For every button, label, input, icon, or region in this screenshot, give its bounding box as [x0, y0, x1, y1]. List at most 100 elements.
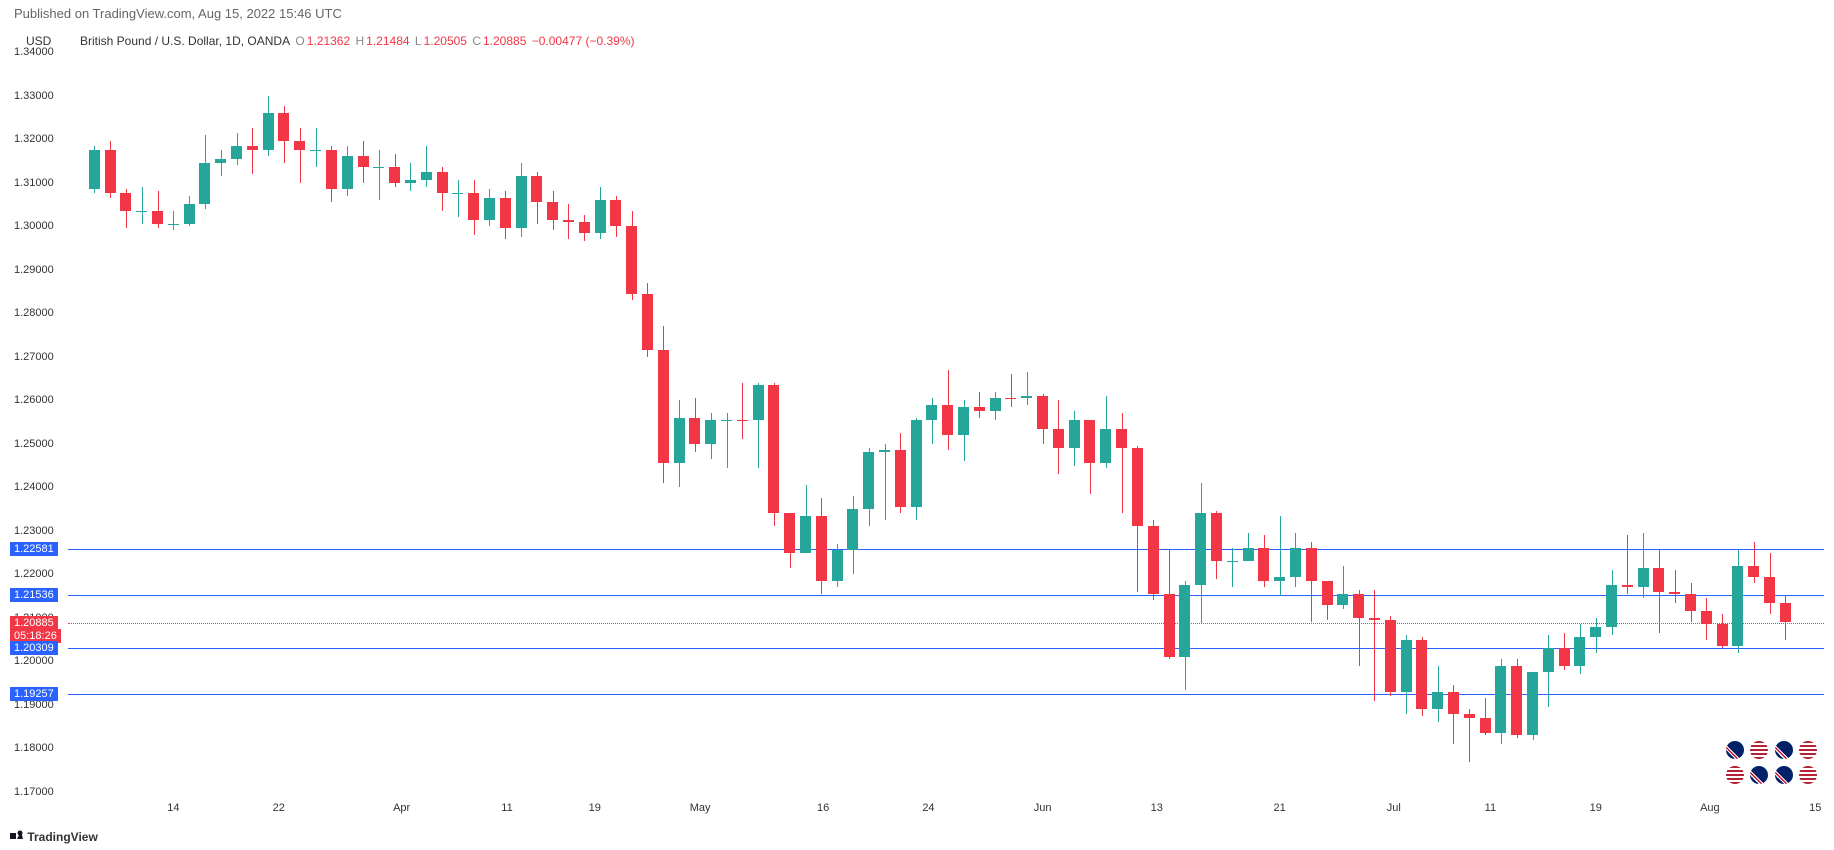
candle-body[interactable] — [1669, 592, 1680, 594]
candle-body[interactable] — [942, 405, 953, 435]
candle-body[interactable] — [1480, 718, 1491, 733]
candle-body[interactable] — [674, 418, 685, 464]
candle-body[interactable] — [484, 198, 495, 220]
candle-body[interactable] — [737, 420, 748, 421]
candle-body[interactable] — [120, 193, 131, 210]
candle-body[interactable] — [199, 163, 210, 204]
candle-body[interactable] — [990, 398, 1001, 411]
horizontal-price-line[interactable] — [68, 595, 1824, 596]
candle-body[interactable] — [1258, 548, 1269, 581]
candle-body[interactable] — [879, 450, 890, 452]
candle-body[interactable] — [721, 420, 732, 421]
candle-body[interactable] — [1590, 627, 1601, 638]
candle-body[interactable] — [452, 193, 463, 194]
candle-body[interactable] — [1005, 398, 1016, 399]
candle-body[interactable] — [1732, 566, 1743, 647]
candle-body[interactable] — [1559, 648, 1570, 665]
candle-body[interactable] — [1432, 692, 1443, 709]
candle-body[interactable] — [579, 222, 590, 233]
candle-body[interactable] — [974, 407, 985, 411]
candle-body[interactable] — [1748, 566, 1759, 577]
candle-body[interactable] — [832, 550, 843, 580]
candle-body[interactable] — [1464, 714, 1475, 718]
candle-body[interactable] — [215, 159, 226, 163]
candle-body[interactable] — [1606, 585, 1617, 626]
candle-body[interactable] — [547, 202, 558, 219]
candle-body[interactable] — [1543, 648, 1554, 672]
candle-body[interactable] — [231, 146, 242, 159]
candle-body[interactable] — [1037, 396, 1048, 429]
candle-body[interactable] — [768, 385, 779, 513]
candle-body[interactable] — [847, 509, 858, 550]
candle-body[interactable] — [278, 113, 289, 141]
candle-body[interactable] — [784, 513, 795, 552]
candle-body[interactable] — [405, 180, 416, 182]
candle-body[interactable] — [1116, 429, 1127, 449]
candle-body[interactable] — [1527, 672, 1538, 735]
candle-body[interactable] — [1337, 594, 1348, 605]
candle-body[interactable] — [816, 516, 827, 581]
candle-body[interactable] — [89, 150, 100, 189]
candle-body[interactable] — [389, 167, 400, 182]
candle-body[interactable] — [705, 420, 716, 444]
candle-body[interactable] — [753, 385, 764, 420]
candle-body[interactable] — [689, 418, 700, 444]
horizontal-price-line[interactable] — [68, 694, 1824, 695]
candle-body[interactable] — [800, 516, 811, 553]
candle-body[interactable] — [1764, 577, 1775, 603]
horizontal-price-line[interactable] — [68, 549, 1824, 550]
candle-body[interactable] — [1100, 429, 1111, 464]
candle-body[interactable] — [326, 150, 337, 189]
candle-body[interactable] — [1574, 637, 1585, 665]
candle-body[interactable] — [1084, 420, 1095, 464]
candle-body[interactable] — [516, 176, 527, 228]
candle-body[interactable] — [247, 146, 258, 150]
candle-body[interactable] — [863, 452, 874, 509]
candle-body[interactable] — [263, 113, 274, 150]
candle-body[interactable] — [1701, 611, 1712, 624]
candle-body[interactable] — [294, 141, 305, 150]
candle-body[interactable] — [610, 200, 621, 226]
candle-body[interactable] — [1448, 692, 1459, 714]
candle-body[interactable] — [642, 294, 653, 351]
candle-body[interactable] — [1290, 548, 1301, 576]
candle-body[interactable] — [1021, 396, 1032, 398]
candle-body[interactable] — [1053, 429, 1064, 449]
candle-body[interactable] — [437, 172, 448, 194]
candle-body[interactable] — [1685, 594, 1696, 611]
candle-body[interactable] — [1638, 568, 1649, 588]
candle-body[interactable] — [1322, 581, 1333, 605]
candle-body[interactable] — [310, 150, 321, 151]
candle-body[interactable] — [136, 211, 147, 212]
candle-body[interactable] — [1717, 624, 1728, 646]
candle-body[interactable] — [1274, 577, 1285, 581]
candle-body[interactable] — [895, 450, 906, 507]
candle-body[interactable] — [595, 200, 606, 233]
candle-body[interactable] — [1416, 640, 1427, 710]
candle-body[interactable] — [468, 193, 479, 219]
candle-body[interactable] — [1164, 594, 1175, 657]
candle-body[interactable] — [1195, 513, 1206, 585]
candle-body[interactable] — [1653, 568, 1664, 592]
candle-body[interactable] — [1353, 594, 1364, 618]
candle-body[interactable] — [563, 220, 574, 222]
candle-body[interactable] — [1069, 420, 1080, 448]
candle-body[interactable] — [1227, 561, 1238, 562]
candle-body[interactable] — [626, 226, 637, 293]
candle-body[interactable] — [926, 405, 937, 420]
candle-body[interactable] — [184, 204, 195, 224]
candle-body[interactable] — [500, 198, 511, 228]
candle-body[interactable] — [1148, 526, 1159, 593]
candle-body[interactable] — [1179, 585, 1190, 657]
candle-body[interactable] — [1495, 666, 1506, 733]
candle-body[interactable] — [1385, 620, 1396, 692]
candle-body[interactable] — [1243, 548, 1254, 561]
candle-body[interactable] — [1511, 666, 1522, 736]
candle-body[interactable] — [152, 211, 163, 224]
candle-body[interactable] — [1622, 585, 1633, 587]
candle-body[interactable] — [105, 150, 116, 194]
candle-body[interactable] — [358, 156, 369, 167]
candle-body[interactable] — [168, 224, 179, 225]
candle-body[interactable] — [1211, 513, 1222, 561]
candle-body[interactable] — [658, 350, 669, 463]
